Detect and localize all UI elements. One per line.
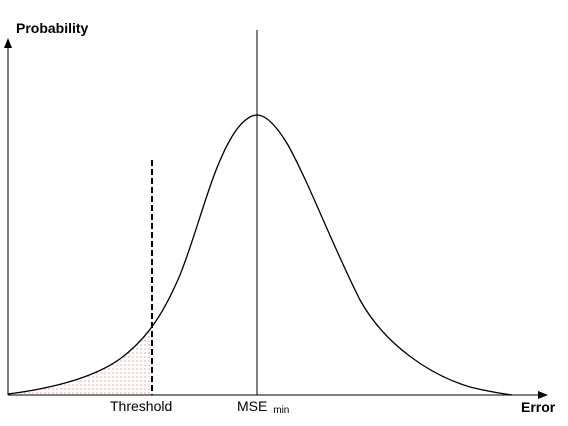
- tail-shading: [8, 326, 152, 394]
- y-axis-label: Probability: [16, 20, 89, 36]
- x-axis-label: Error: [521, 399, 556, 415]
- x-axis-arrowhead: [538, 391, 548, 399]
- threshold-label: Threshold: [110, 398, 172, 414]
- probability-curve: [7, 114, 513, 396]
- mse-subscript-text: min: [273, 405, 289, 416]
- mse-main-text: MSE: [237, 398, 267, 414]
- y-axis-arrowhead: [4, 38, 12, 48]
- mse-min-label: MSE min: [237, 398, 289, 416]
